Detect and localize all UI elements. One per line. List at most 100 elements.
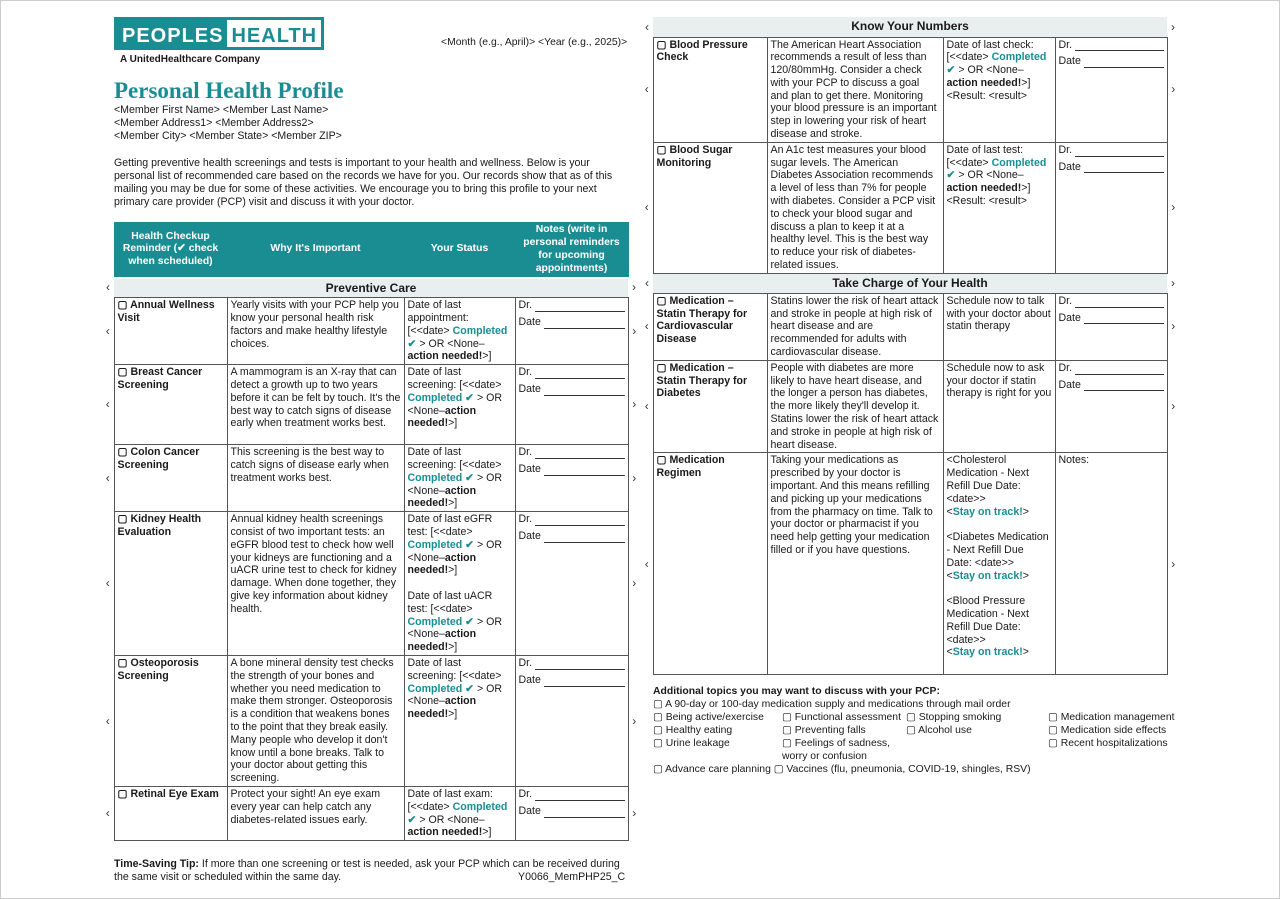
checkup-name[interactable]: ▢ Annual Wellness Visit: [113, 297, 228, 366]
notes-cell[interactable]: Dr. Date: [514, 297, 629, 366]
scroll-right-arrow[interactable]: ›: [1171, 19, 1176, 34]
scroll-left-arrow[interactable]: ‹: [105, 323, 110, 338]
doctor-line[interactable]: Dr.: [519, 657, 625, 670]
checkbox-icon[interactable]: ▢: [656, 38, 670, 51]
scroll-right-arrow[interactable]: ›: [1171, 200, 1176, 215]
notes-cell[interactable]: Dr. Date: [514, 786, 629, 842]
write-line[interactable]: [543, 809, 625, 818]
scroll-left-arrow[interactable]: ‹: [105, 470, 110, 485]
scroll-left-arrow[interactable]: ‹: [105, 397, 110, 412]
doctor-line[interactable]: Dr.: [519, 366, 625, 380]
write-line[interactable]: [1083, 164, 1164, 174]
write-line[interactable]: [1075, 42, 1164, 52]
checkup-name[interactable]: ▢ Blood Pressure Check: [652, 36, 768, 143]
write-line[interactable]: [535, 661, 625, 670]
date-line[interactable]: Date: [519, 674, 625, 687]
doctor-line[interactable]: Dr.: [1059, 362, 1164, 375]
date-line[interactable]: Date: [519, 316, 625, 329]
doctor-line[interactable]: Dr.: [519, 788, 625, 801]
doctor-line[interactable]: Dr.: [1059, 39, 1164, 52]
doctor-line[interactable]: Dr.: [1059, 295, 1164, 308]
topic-item[interactable]: ▢ Preventing falls: [782, 725, 866, 736]
scroll-left-arrow[interactable]: ‹: [644, 82, 649, 97]
scroll-left-arrow[interactable]: ‹: [644, 200, 649, 215]
write-line[interactable]: [1083, 382, 1164, 392]
checkup-name[interactable]: ▢ Medication – Statin Therapy for Diabet…: [652, 359, 768, 454]
scroll-left-arrow[interactable]: ‹: [644, 556, 649, 571]
scroll-right-arrow[interactable]: ›: [1171, 319, 1176, 334]
scroll-left-arrow[interactable]: ‹: [644, 399, 649, 414]
date-line[interactable]: Date: [519, 805, 625, 818]
scroll-right-arrow[interactable]: ›: [632, 576, 637, 591]
checkup-name[interactable]: ▢ Kidney Health Evaluation: [113, 511, 228, 657]
doctor-line[interactable]: Dr.: [519, 513, 625, 527]
write-line[interactable]: [543, 387, 625, 396]
checkbox-icon[interactable]: ▢: [117, 513, 131, 526]
checkup-name[interactable]: ▢ Colon Cancer Screening: [113, 444, 228, 513]
write-line[interactable]: [1075, 148, 1164, 157]
topic-item[interactable]: ▢ Medication management: [1048, 712, 1175, 723]
checkbox-icon[interactable]: ▢: [656, 361, 670, 374]
write-line[interactable]: [543, 678, 625, 687]
checkup-name[interactable]: ▢ Retinal Eye Exam: [113, 786, 228, 842]
topic-item[interactable]: ▢ Functional assessment: [782, 712, 901, 723]
checkbox-icon[interactable]: ▢: [117, 788, 131, 801]
write-line[interactable]: [543, 467, 625, 476]
notes-cell[interactable]: Dr. Date: [514, 655, 629, 788]
scroll-right-arrow[interactable]: ›: [632, 806, 637, 821]
scroll-right-arrow[interactable]: ›: [1171, 275, 1176, 290]
topic-item[interactable]: ▢ Advance care planning: [653, 764, 771, 775]
scroll-right-arrow[interactable]: ›: [1171, 556, 1176, 571]
checkbox-icon[interactable]: ▢: [656, 143, 670, 156]
date-line[interactable]: Date: [519, 463, 625, 476]
checkbox-icon[interactable]: ▢: [656, 294, 670, 307]
date-line[interactable]: Date: [519, 383, 625, 396]
notes-cell[interactable]: Notes:: [1054, 452, 1168, 676]
write-line[interactable]: [1075, 366, 1164, 375]
topic-item[interactable]: ▢ Recent hospitalizations: [1048, 738, 1168, 749]
topic-item[interactable]: ▢ A 90-day or 100-day medication supply …: [653, 699, 1011, 710]
topic-item[interactable]: ▢ Urine leakage: [653, 738, 730, 749]
topic-item[interactable]: ▢ Healthy eating: [653, 725, 733, 736]
scroll-left-arrow[interactable]: ‹: [105, 806, 110, 821]
write-line[interactable]: [1083, 59, 1164, 69]
notes-cell[interactable]: Dr. Date: [1054, 359, 1168, 454]
write-line[interactable]: [1075, 299, 1164, 308]
checkbox-icon[interactable]: ▢: [117, 657, 131, 670]
notes-cell[interactable]: Dr. Date: [1054, 292, 1168, 361]
scroll-left-arrow[interactable]: ‹: [645, 19, 649, 34]
scroll-right-arrow[interactable]: ›: [632, 280, 636, 295]
write-line[interactable]: [535, 450, 625, 460]
write-line[interactable]: [543, 320, 625, 329]
doctor-line[interactable]: Dr.: [519, 299, 625, 313]
date-line[interactable]: Date: [1059, 379, 1164, 392]
notes-cell[interactable]: Dr. Date: [1054, 36, 1168, 143]
checkbox-icon[interactable]: ▢: [117, 366, 131, 379]
write-line[interactable]: [535, 517, 625, 527]
write-line[interactable]: [535, 370, 625, 380]
notes-cell[interactable]: Dr. Date: [1054, 141, 1168, 274]
checkup-name[interactable]: ▢ Osteoporosis Screening: [113, 655, 228, 788]
checkup-name[interactable]: ▢ Medication – Statin Therapy for Cardio…: [652, 292, 768, 361]
checkbox-icon[interactable]: ▢: [117, 446, 131, 459]
scroll-right-arrow[interactable]: ›: [1171, 399, 1176, 414]
topic-item[interactable]: ▢ Being active/exercise: [653, 712, 764, 723]
write-line[interactable]: [543, 534, 625, 543]
scroll-left-arrow[interactable]: ‹: [106, 280, 110, 295]
scroll-right-arrow[interactable]: ›: [632, 470, 637, 485]
date-line[interactable]: Date: [1059, 161, 1164, 174]
scroll-left-arrow[interactable]: ‹: [105, 576, 110, 591]
write-line[interactable]: [535, 792, 625, 801]
date-line[interactable]: Date: [519, 530, 625, 543]
topic-item[interactable]: ▢ Alcohol use: [906, 725, 972, 736]
scroll-left-arrow[interactable]: ‹: [105, 713, 110, 728]
write-line[interactable]: [535, 303, 625, 313]
checkbox-icon[interactable]: ▢: [656, 454, 670, 467]
date-line[interactable]: Date: [1059, 55, 1164, 69]
notes-cell[interactable]: Dr. Date: [514, 444, 629, 513]
checkup-name[interactable]: ▢ Breast Cancer Screening: [113, 364, 228, 446]
scroll-left-arrow[interactable]: ‹: [645, 275, 649, 290]
scroll-right-arrow[interactable]: ›: [632, 323, 637, 338]
doctor-line[interactable]: Dr.: [1059, 144, 1164, 157]
scroll-right-arrow[interactable]: ›: [632, 713, 637, 728]
